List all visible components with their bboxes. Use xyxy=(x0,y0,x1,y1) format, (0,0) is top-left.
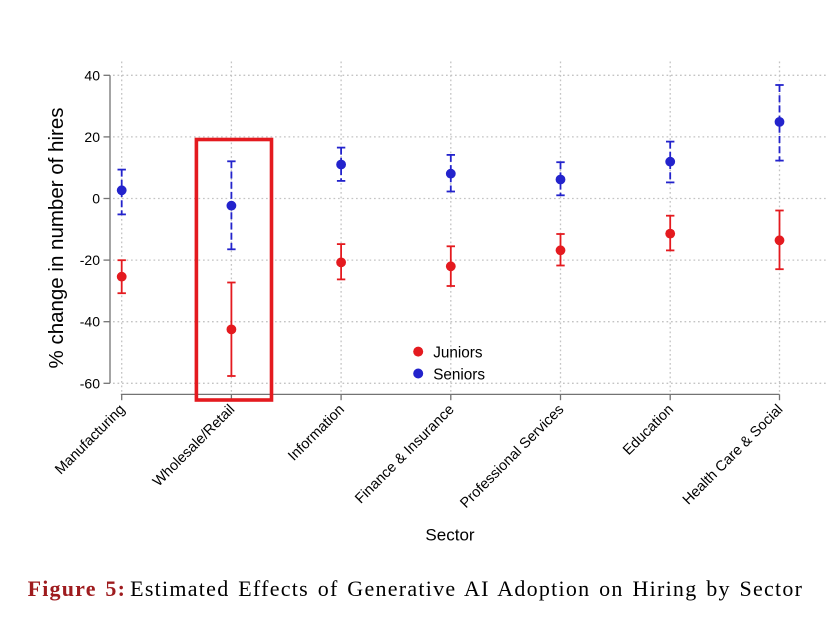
svg-text:Sector: Sector xyxy=(425,525,474,544)
svg-text:20: 20 xyxy=(84,129,100,145)
svg-text:-20: -20 xyxy=(80,252,100,268)
svg-text:-40: -40 xyxy=(80,314,100,330)
svg-text:0: 0 xyxy=(92,191,100,207)
svg-text:40: 40 xyxy=(84,67,100,83)
svg-text:-60: -60 xyxy=(80,375,100,391)
svg-text:Seniors: Seniors xyxy=(433,366,485,383)
svg-text:Juniors: Juniors xyxy=(433,344,483,361)
svg-text:Figure 5:Estimated Effects of: Figure 5: Estimated Effects of Generative… xyxy=(28,576,804,601)
svg-text:% change in number of hires: % change in number of hires xyxy=(45,108,68,369)
